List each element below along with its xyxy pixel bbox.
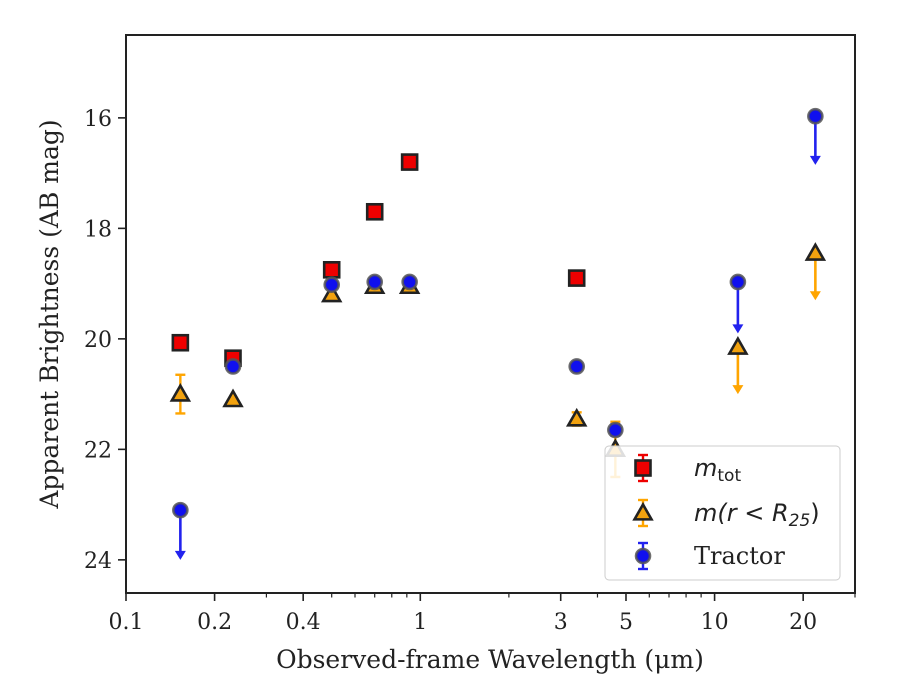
legend-box (604, 445, 841, 581)
data-marks (169, 107, 827, 560)
upper-limit-arrowhead (732, 324, 744, 334)
upper-limit-arrowhead (809, 155, 821, 165)
legend-label-subscript: 25 (789, 511, 811, 531)
upper-limit-arrowhead (174, 550, 186, 560)
y-tick-label: 22 (84, 438, 112, 463)
legend-marker-square (634, 459, 652, 477)
legend-label: m(r < R25) (694, 499, 820, 531)
data-point-circle (366, 273, 384, 291)
legend-label-main: m (694, 454, 717, 482)
legend-label: Tractor (694, 542, 785, 570)
data-point-triangle (727, 336, 749, 355)
series-circle (172, 107, 824, 560)
upper-limit-arrowhead (732, 385, 744, 395)
data-point-triangle (804, 242, 827, 261)
data-point-triangle (320, 283, 343, 303)
legend-marker-triangle (632, 501, 654, 521)
upper-limit-arrowhead (809, 291, 821, 301)
data-point-square (400, 153, 419, 171)
data-point-circle (729, 273, 747, 291)
data-point-circle (401, 273, 418, 291)
y-axis-ticks: 16 18 20 22 24 (84, 107, 126, 574)
data-point-triangle (222, 388, 244, 408)
data-point-square (171, 333, 190, 352)
x-tick-label: 1 (413, 610, 427, 635)
legend-label-main: m(r < R (694, 499, 789, 527)
data-point-circle (224, 358, 242, 375)
y-tick-label: 24 (84, 549, 112, 574)
x-tick-label: 0.4 (286, 610, 321, 635)
y-tick-label: 16 (84, 107, 112, 132)
data-point-triangle (169, 382, 192, 402)
y-tick-label: 18 (84, 217, 112, 242)
y-tick-label: 20 (84, 328, 112, 353)
plot-frame (125, 34, 856, 594)
data-point-triangle (565, 407, 588, 427)
x-tick-label: 5 (619, 610, 633, 635)
data-point-square (365, 202, 384, 221)
legend: mtot m(r < R25) Tractor (604, 445, 841, 581)
data-point-circle (323, 276, 341, 294)
legend-label-subscript: tot (717, 466, 741, 486)
x-tick-label: 0.2 (197, 610, 232, 635)
legend-label: mtot (694, 454, 741, 486)
legend-marker-circle (634, 547, 652, 565)
legend-label-main: Tractor (694, 542, 785, 570)
x-tick-label: 20 (789, 610, 817, 635)
data-point-circle (172, 501, 189, 519)
x-axis-label: Observed-frame Wavelength (μm) (276, 645, 704, 674)
x-axis-ticks: 0.1 0.2 0.4 1 3 5 10 20 (109, 593, 856, 635)
data-point-square (322, 261, 341, 279)
y-axis-label: Apparent Brightness (AB mag) (35, 119, 64, 509)
x-tick-label: 3 (554, 610, 568, 635)
legend-label-suffix: ) (810, 499, 819, 527)
x-tick-label: 0.1 (109, 610, 144, 635)
data-point-square (567, 269, 586, 287)
data-point-circle (607, 421, 624, 439)
data-point-circle (807, 107, 824, 125)
data-point-circle (568, 358, 586, 375)
x-tick-label: 10 (701, 610, 729, 635)
